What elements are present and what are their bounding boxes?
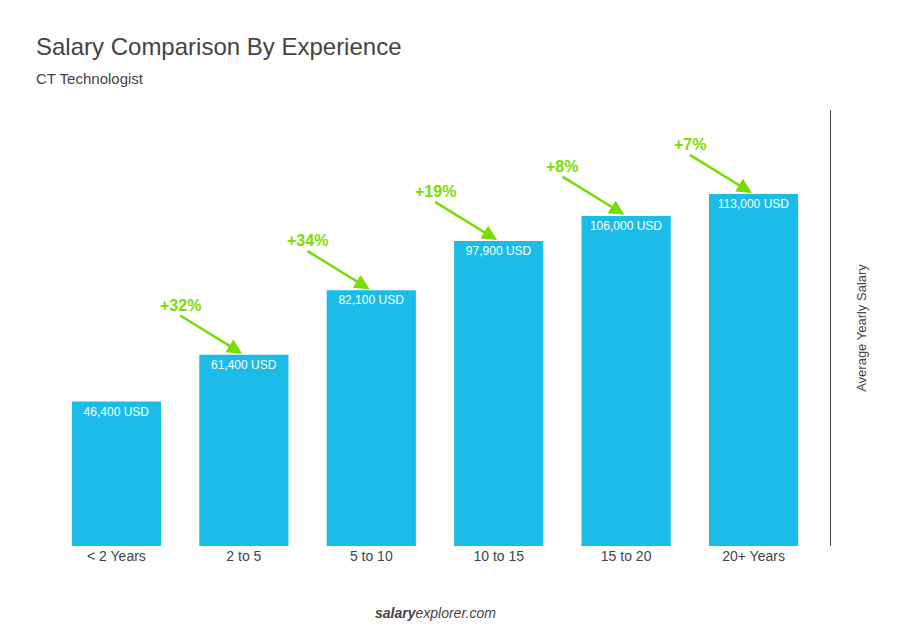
svg-text:< 2 Years: < 2 Years [87, 548, 146, 564]
svg-text:20+ Years: 20+ Years [722, 548, 785, 564]
svg-text:+8%: +8% [546, 158, 578, 175]
svg-text:113,000 USD: 113,000 USD [718, 197, 789, 211]
svg-text:15 to 20: 15 to 20 [601, 548, 652, 564]
svg-text:46,400 USD: 46,400 USD [84, 405, 150, 419]
svg-text:82,100 USD: 82,100 USD [338, 293, 404, 307]
svg-text:+7%: +7% [674, 136, 706, 153]
svg-text:10 to 15: 10 to 15 [473, 548, 524, 564]
svg-text:Average Yearly Salary: Average Yearly Salary [854, 264, 869, 392]
svg-text:salaryexplorer.com: salaryexplorer.com [375, 605, 496, 621]
svg-text:61,400 USD: 61,400 USD [211, 358, 277, 372]
svg-text:106,000 USD: 106,000 USD [590, 219, 662, 233]
svg-text:2 to 5: 2 to 5 [226, 548, 261, 564]
svg-text:Salary Comparison By Experienc: Salary Comparison By Experience [36, 33, 402, 60]
svg-text:CT Technologist: CT Technologist [36, 70, 144, 87]
svg-text:97,900 USD: 97,900 USD [466, 244, 532, 258]
svg-text:+19%: +19% [415, 183, 456, 200]
svg-text:5 to 10: 5 to 10 [350, 548, 393, 564]
svg-text:+34%: +34% [287, 232, 328, 249]
svg-text:+32%: +32% [160, 297, 201, 314]
